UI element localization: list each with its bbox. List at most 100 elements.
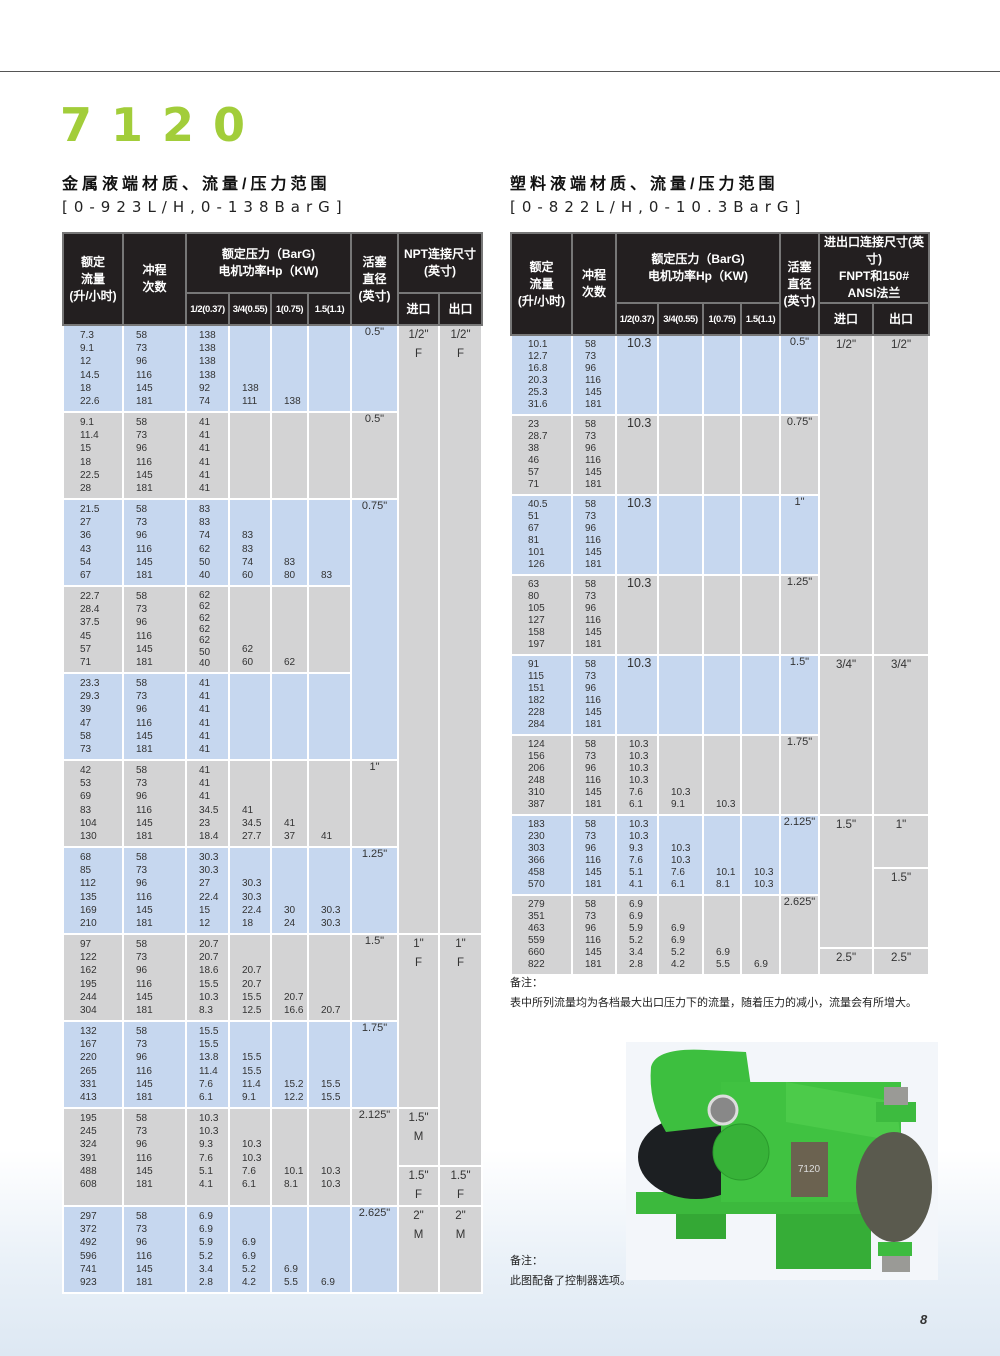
cell-value [742, 831, 779, 843]
cell-value: 181 [136, 830, 153, 842]
cell-value: 5.2 [629, 935, 643, 947]
header-pressure-line: 电机功率Hp（KW) [648, 269, 748, 283]
flow-cell: 124 156 206 248 310 387 [510, 734, 573, 816]
header-outlet-line: 出口 [448, 301, 473, 316]
cell-value [272, 616, 307, 629]
cell-value: 30.3 [242, 878, 262, 890]
piston-cell: 2.625" [779, 894, 820, 976]
cell-value: 10.3 [716, 799, 736, 811]
cell-value: 138 [199, 343, 216, 355]
cell-value: 96 [136, 617, 148, 629]
flow-cell: 97 122 162 195 244 304 [62, 933, 124, 1022]
inlet-cell-text: M [413, 1131, 424, 1143]
pressure-cell-4: 20.7 [307, 933, 352, 1022]
cell-value: 181 [136, 917, 153, 929]
pressure-cell-2 [228, 411, 272, 500]
pressure-cell-4 [740, 494, 781, 576]
cell-value: 145 [136, 904, 153, 916]
inlet-cell-text: F [414, 348, 423, 360]
cell-value: 265 [80, 1065, 97, 1077]
cell-value: 74 [199, 530, 211, 542]
cell-value: 58 [80, 730, 92, 742]
cell-value: 5.5 [716, 959, 730, 971]
cell-value: 181 [585, 959, 602, 971]
pressure-cell-3: 10.1 8.1 [702, 814, 742, 896]
cell-value: 10.3 [671, 787, 691, 799]
strokes-cell: 58 73 96 116 145 181 [122, 324, 187, 413]
cell-value: 9.1 [671, 799, 685, 811]
pressure-cell-4 [307, 672, 352, 761]
cell-value [309, 1263, 350, 1276]
cell-value: 20.3 [528, 375, 548, 387]
cell-value: 24 [284, 917, 296, 929]
cell-value [309, 851, 350, 864]
cell-value [742, 855, 779, 867]
table-subrow: 1.5" [511, 867, 930, 949]
cell-value [309, 1038, 350, 1051]
pressure-cell-2: 20.7 20.7 15.5 12.5 [228, 933, 272, 1022]
piston-cell: 1" [779, 494, 820, 576]
cell-value: 58 [585, 899, 597, 910]
cell-value: 57 [80, 643, 92, 655]
cell-value: 73 [136, 865, 148, 877]
cell-value [272, 951, 307, 964]
cell-value: 28.7 [528, 431, 548, 443]
pressure-cell-1: 10.3 10.3 10.3 10.3 7.6 6.1 [615, 734, 659, 816]
pressure-cell-4 [740, 334, 781, 416]
pressure-cell-1: 10.3 10.3 9.3 7.6 5.1 4.1 [615, 814, 659, 896]
cell-value: 463 [528, 923, 545, 935]
cell-value: 145 [136, 643, 153, 655]
cell-value [230, 369, 270, 382]
cell-value [272, 643, 307, 656]
cell-value [230, 1210, 270, 1223]
cell-value: 96 [136, 530, 148, 542]
cell-value: 7.6 [199, 1152, 213, 1164]
cell-value: 58 [136, 852, 148, 863]
pressure-cell-1: 41 41 41 41 41 41 [185, 672, 230, 761]
cell-value: 51 [528, 511, 540, 523]
cell-value: 228 [528, 707, 545, 719]
cell-value: 8.1 [716, 879, 730, 891]
inlet-cell-text: 1" [413, 938, 424, 950]
cell-value: 15.5 [321, 1091, 341, 1103]
cell-value [230, 503, 270, 516]
cell-value: 660 [528, 947, 545, 959]
cell-value: 351 [528, 911, 545, 923]
cell-value: 67 [528, 523, 540, 535]
cell-value [309, 978, 350, 991]
header-power-line: 1.5(1.1) [314, 303, 345, 315]
cell-value: 41 [199, 456, 211, 468]
cell-value: 18 [80, 456, 92, 468]
cell-value: 58 [585, 819, 597, 830]
table-row: 297 372 492 596 741 923 58 73 96 116 145 181 6.9 6.9 5… [62, 1205, 484, 1294]
cell-value: 195 [80, 1113, 97, 1124]
flow-cell: 297 372 492 596 741 923 [62, 1205, 124, 1294]
outlet-cell-text: F [456, 1189, 465, 1201]
header-connection: NPT连接尺寸 (英寸) [396, 232, 484, 294]
piston-cell: 1.75" [350, 1020, 399, 1109]
pressure-cell-1: 10.3 10.3 9.3 7.6 5.1 4.1 [185, 1107, 230, 1207]
cell-value: 12.5 [242, 1004, 262, 1016]
cell-value: 92 [199, 382, 211, 394]
cell-value: 741 [80, 1263, 97, 1275]
header-connection-line: ANSI法兰 [847, 286, 901, 300]
piston-cell: 0.5" [350, 411, 399, 500]
cell-value: 27 [80, 517, 92, 529]
cell-value [659, 831, 702, 843]
pressure-cell-4: 6.9 [307, 1205, 352, 1294]
cell-value [742, 923, 779, 935]
cell-value: 181 [585, 719, 602, 731]
cell-value [659, 739, 702, 751]
pressure-cell-3 [702, 574, 742, 656]
cell-value: 80 [528, 591, 540, 603]
outlet-cell: 1/2" [872, 334, 930, 656]
cell-value: 73 [136, 517, 148, 529]
table-row: 42 53 69 83 104 130 58 73 96 116 145 181 41 41 41 34.5 2… [62, 759, 482, 848]
cell-value: 85 [80, 865, 92, 877]
pressure-cell-3 [702, 654, 742, 736]
outlet-cell: 1" F [437, 933, 484, 1167]
pressure-cell-2: 10.3 9.1 [657, 734, 704, 816]
cell-value [309, 1125, 350, 1138]
metal-spec-table: 额定 流量 (升/小时) 冲程 次数 额定压力（BarG) 电机功率Hp（KW) 活塞 直径 (英… [62, 232, 484, 1294]
cell-value [272, 516, 307, 529]
